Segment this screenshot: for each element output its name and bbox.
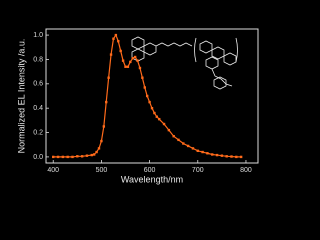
data-point [206, 152, 209, 155]
data-point [150, 106, 154, 110]
data-point [117, 39, 120, 43]
data-point [182, 142, 185, 145]
y-tick-label: 0.4 [33, 105, 43, 112]
data-point [177, 138, 180, 142]
chart: Wavelength/nm Normalized EL Intensity /a… [16, 28, 259, 184]
x-tick-label: 700 [192, 167, 204, 174]
data-point [85, 154, 89, 157]
data-point [92, 153, 96, 156]
data-point [158, 117, 161, 121]
x-axis-label: Wavelength/nm [121, 174, 183, 184]
data-point [97, 147, 101, 150]
y-tick-label: 0.8 [33, 56, 43, 63]
data-point [129, 60, 132, 64]
x-tick-label: 600 [144, 167, 156, 174]
x-tick-label: 400 [47, 167, 59, 174]
molecule-structure [131, 36, 238, 90]
data-point [136, 59, 139, 62]
data-point [211, 153, 214, 156]
data-point [239, 155, 243, 159]
data-point [186, 144, 190, 148]
data-point [95, 150, 98, 154]
data-point [196, 149, 199, 153]
y-tick-label: 0.6 [33, 81, 43, 88]
data-point [133, 55, 137, 59]
data-point [153, 111, 156, 115]
plot-frame [45, 28, 259, 164]
data-point [225, 155, 228, 158]
data-point [100, 139, 103, 143]
data-point [80, 155, 84, 158]
data-point [162, 122, 166, 126]
data-point [112, 37, 115, 40]
data-point [235, 155, 238, 159]
data-point [230, 155, 233, 158]
data-point [109, 53, 113, 56]
data-point [76, 155, 79, 158]
data-point [220, 154, 224, 157]
data-point [102, 125, 106, 128]
x-tick-label: 500 [96, 167, 108, 174]
data-point [167, 128, 171, 132]
y-axis-label: Normalized EL Intensity /a.u. [16, 39, 26, 154]
data-point [114, 33, 118, 37]
data-point [155, 115, 159, 118]
y-tick-label: 0.0 [33, 154, 43, 161]
data-point [131, 57, 134, 60]
data-point [124, 65, 127, 68]
data-point [143, 86, 146, 89]
data-point [215, 153, 219, 157]
y-tick-label: 0.2 [33, 129, 43, 136]
data-point [138, 66, 142, 70]
page: {"chart_data": {"type": "line", "x_label… [16, 28, 259, 185]
data-point [61, 155, 65, 159]
data-point [126, 65, 130, 68]
data-point [148, 100, 151, 104]
data-point [52, 155, 55, 159]
data-point [105, 100, 108, 104]
x-tick-label: 800 [240, 167, 252, 174]
data-point [191, 147, 195, 150]
data-point [66, 155, 69, 159]
data-point [141, 76, 144, 79]
y-tick-label: 1.0 [33, 32, 43, 39]
data-point [56, 155, 60, 159]
data-point [121, 59, 125, 62]
data-point [172, 135, 175, 138]
data-point [201, 150, 204, 154]
data-point [119, 49, 122, 53]
data-point [90, 153, 93, 157]
data-point [107, 76, 110, 79]
data-point [71, 155, 74, 159]
data-point [145, 94, 149, 98]
